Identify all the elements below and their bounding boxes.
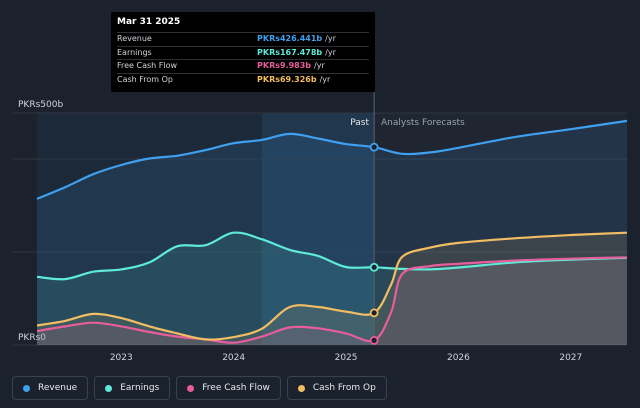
legend-label: Cash From Op — [312, 383, 376, 393]
tooltip-series-name: Revenue — [117, 34, 152, 43]
tooltip-series-name: Free Cash Flow — [117, 61, 178, 70]
revenue-line — [36, 119, 628, 200]
forecast-region — [374, 113, 627, 345]
legend-dot-icon — [105, 384, 113, 392]
cash-from-op-line — [36, 231, 628, 341]
legend-item-cash-from-op[interactable]: Cash From Op — [286, 376, 387, 400]
free-cash-flow-line — [36, 256, 628, 344]
earnings-marker — [369, 262, 379, 272]
tooltip-series-name: Earnings — [117, 47, 152, 57]
tooltip-row: Revenue PKRs426.441b/yr — [117, 32, 369, 46]
tooltip-series-unit: /yr — [314, 61, 325, 70]
legend-dot-icon — [23, 384, 30, 392]
past-label: Past — [350, 118, 369, 128]
legend-item-free-cash-flow[interactable]: Free Cash Flow — [176, 376, 281, 400]
cash-from-op-marker — [369, 308, 379, 318]
cash-from-op-area — [37, 232, 627, 345]
tooltip-series-unit: /yr — [325, 34, 336, 43]
earnings-area — [37, 232, 627, 345]
tooltip-row: Earnings PKRs167.478b/yr — [117, 45, 369, 60]
legend-label: Earnings — [120, 383, 160, 393]
legend-dot-icon — [297, 384, 305, 392]
free-cash-flow-marker — [369, 335, 379, 345]
legend-dot-icon — [187, 384, 195, 392]
tooltip-rows: Revenue PKRs426.441b/yr Earnings PKRs167.47… — [117, 32, 369, 86]
tooltip-date: Mar 31 2025 — [117, 17, 181, 27]
earnings-line — [36, 231, 628, 281]
x-tick-label: 2024 — [222, 353, 245, 363]
tooltip-row: Free Cash Flow PKRs9.983b/yr — [117, 59, 369, 73]
tooltip-series-value: PKRs167.478b — [257, 47, 323, 57]
legend: Revenue Earnings Free Cash Flow Cash From O… — [12, 376, 387, 400]
forecast-label: Analysts Forecasts — [381, 118, 465, 128]
legend-item-earnings[interactable]: Earnings — [94, 376, 171, 400]
tooltip-series-value: PKRs69.326b — [257, 74, 317, 84]
legend-label: Revenue — [38, 383, 78, 393]
x-tick-label: 2023 — [110, 353, 133, 363]
y-axis-top-label: PKRs500b — [18, 100, 63, 110]
tooltip-series-unit: /yr — [319, 74, 331, 84]
tooltip-series-value: PKRs426.441b — [257, 34, 323, 43]
legend-item-revenue[interactable]: Revenue — [12, 376, 89, 400]
tooltip-series-value: PKRs9.983b — [257, 61, 312, 70]
revenue-marker — [369, 142, 379, 152]
tooltip: Mar 31 2025 Revenue PKRs426.441b/yr Earnin… — [111, 12, 375, 92]
x-tick-label: 2026 — [447, 353, 470, 363]
revenue-area — [37, 120, 627, 346]
y-axis-bottom-label: PKRs0 — [18, 333, 46, 343]
tooltip-row: Cash From Op PKRs69.326b/yr — [117, 72, 369, 87]
tooltip-series-unit: /yr — [325, 47, 336, 57]
tooltip-series-name: Cash From Op — [117, 74, 174, 84]
x-tick-label: 2027 — [559, 353, 582, 363]
legend-label: Free Cash Flow — [202, 383, 270, 393]
free-cash-flow-area — [37, 257, 627, 345]
x-tick-label: 2025 — [335, 353, 358, 363]
